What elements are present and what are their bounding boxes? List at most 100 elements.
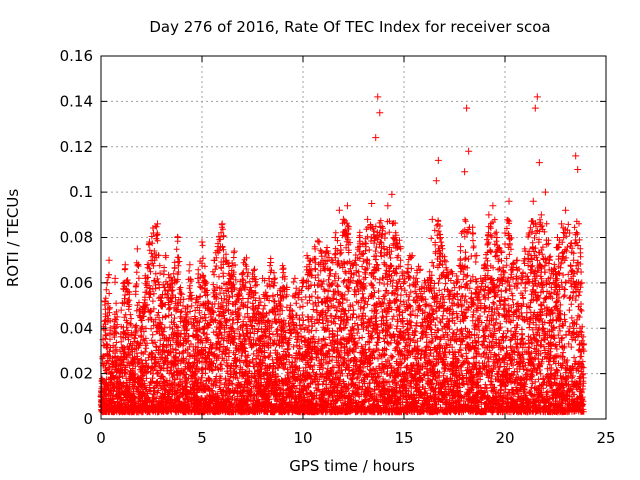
data-point — [113, 313, 121, 321]
data-point — [230, 247, 238, 255]
data-point — [473, 252, 481, 260]
data-point — [501, 229, 509, 237]
data-point — [448, 270, 456, 278]
x-tick-label: 20 — [495, 429, 514, 447]
data-point — [283, 283, 291, 291]
data-point — [432, 177, 440, 185]
data-point — [420, 283, 428, 291]
data-point — [541, 188, 549, 196]
data-point — [529, 197, 537, 205]
data-point — [489, 202, 497, 210]
data-point — [412, 274, 420, 282]
data-point — [154, 220, 162, 228]
data-point — [558, 220, 566, 228]
data-point — [384, 202, 392, 210]
data-point — [531, 104, 539, 112]
data-point — [287, 306, 295, 314]
y-tick-label: 0.06 — [60, 274, 93, 292]
data-point — [457, 243, 465, 251]
data-point — [392, 231, 400, 239]
data-point — [535, 159, 543, 167]
data-point — [566, 229, 574, 237]
data-point — [416, 265, 424, 273]
data-point — [158, 302, 166, 310]
data-point — [133, 245, 141, 253]
dense-data-cloud — [98, 216, 587, 416]
data-point — [105, 256, 113, 264]
y-tick-label: 0.1 — [69, 183, 93, 201]
data-points — [97, 93, 588, 400]
chart-title: Day 276 of 2016, Rate Of TEC Index for r… — [149, 18, 550, 36]
data-point — [263, 292, 271, 300]
data-point — [170, 270, 178, 278]
data-point — [307, 265, 315, 273]
plot-frame — [100, 55, 607, 420]
data-point — [485, 211, 493, 219]
data-point — [109, 347, 117, 355]
data-point — [335, 206, 343, 214]
data-point — [186, 261, 194, 269]
data-point — [242, 254, 250, 262]
y-tick-label: 0.04 — [60, 319, 93, 337]
data-point — [574, 165, 582, 173]
data-point — [303, 252, 311, 260]
data-point — [198, 238, 206, 246]
data-point — [554, 234, 562, 241]
data-point — [137, 324, 145, 332]
data-point — [299, 279, 307, 287]
data-point — [222, 256, 230, 264]
data-point — [343, 202, 351, 210]
data-point — [497, 247, 505, 255]
data-point — [517, 279, 525, 287]
data-point — [271, 279, 279, 287]
data-point — [234, 290, 242, 298]
data-point — [509, 265, 517, 273]
y-tick-label: 0 — [83, 410, 93, 428]
data-point — [319, 261, 327, 269]
data-point — [226, 274, 234, 282]
data-point — [463, 104, 471, 112]
data-point — [400, 270, 408, 278]
data-point — [469, 229, 477, 237]
data-point — [525, 229, 533, 237]
data-point — [206, 306, 214, 314]
data-point — [493, 234, 501, 241]
data-point — [396, 243, 404, 251]
x-tick-label: 15 — [394, 429, 413, 447]
x-axis-label: GPS time / hours — [289, 457, 415, 475]
data-point — [356, 234, 364, 241]
data-point — [182, 313, 190, 321]
data-point — [259, 274, 267, 282]
x-tick-label: 10 — [293, 429, 312, 447]
data-point — [115, 388, 123, 396]
data-point — [404, 261, 412, 269]
data-point — [150, 229, 158, 237]
data-point — [129, 358, 137, 366]
data-point — [376, 109, 384, 117]
data-point — [440, 256, 448, 264]
data-point — [428, 215, 436, 223]
data-point — [279, 265, 287, 273]
x-tick-label: 25 — [596, 429, 615, 447]
data-point — [267, 258, 275, 266]
data-point — [434, 156, 442, 164]
data-point — [291, 274, 299, 282]
data-point — [327, 256, 335, 264]
data-point — [352, 256, 360, 264]
data-point — [174, 234, 182, 241]
dense-marker-path — [98, 216, 587, 416]
data-point — [562, 206, 570, 214]
data-point — [111, 274, 119, 282]
y-tick-label: 0.08 — [60, 229, 93, 247]
data-point — [315, 238, 323, 246]
x-tick-label: 5 — [197, 429, 207, 447]
y-tick-label: 0.12 — [60, 138, 93, 156]
data-point — [372, 134, 380, 142]
data-point — [166, 283, 174, 291]
data-point — [101, 297, 109, 305]
data-point — [238, 270, 246, 278]
data-point — [190, 324, 198, 332]
data-point — [323, 247, 331, 255]
data-point — [360, 249, 368, 257]
